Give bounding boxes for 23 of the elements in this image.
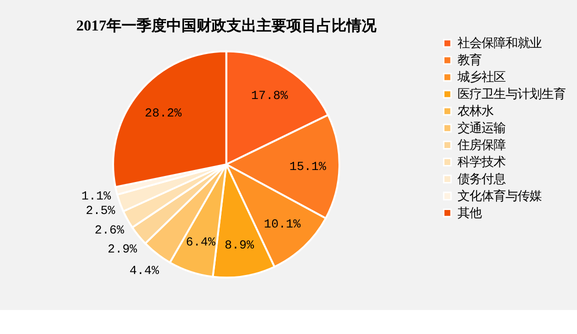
legend-label: 社会保障和就业	[457, 36, 542, 50]
data-label: 2.5%	[86, 204, 116, 218]
data-label: 8.9%	[224, 238, 255, 253]
chart-title: 2017年一季度中国财政支出主要项目占比情况	[76, 16, 378, 35]
data-label: 10.1%	[264, 217, 302, 232]
legend-label: 城乡社区	[456, 70, 506, 84]
data-label: 1.1%	[81, 189, 112, 204]
legend-label: 医疗卫生与计划生育	[457, 86, 566, 101]
data-label: 2.9%	[108, 242, 138, 257]
legend-label: 其他	[457, 206, 482, 220]
legend-label: 教育	[457, 53, 482, 68]
legend-label: 债务付息	[457, 172, 506, 186]
data-label: 4.4%	[130, 264, 160, 278]
data-label: 28.2%	[144, 106, 182, 121]
legend-label: 交通运输	[457, 120, 506, 135]
data-label: 15.1%	[289, 160, 327, 174]
legend-label: 科学技术	[457, 154, 506, 169]
data-label: 17.8%	[251, 89, 289, 104]
legend-label: 住房保障	[456, 138, 506, 152]
data-label: 2.6%	[94, 223, 125, 238]
legend-label: 文化体育与传媒	[457, 188, 542, 203]
data-label: 6.4%	[186, 236, 216, 250]
legend-label: 农林水	[457, 104, 494, 118]
